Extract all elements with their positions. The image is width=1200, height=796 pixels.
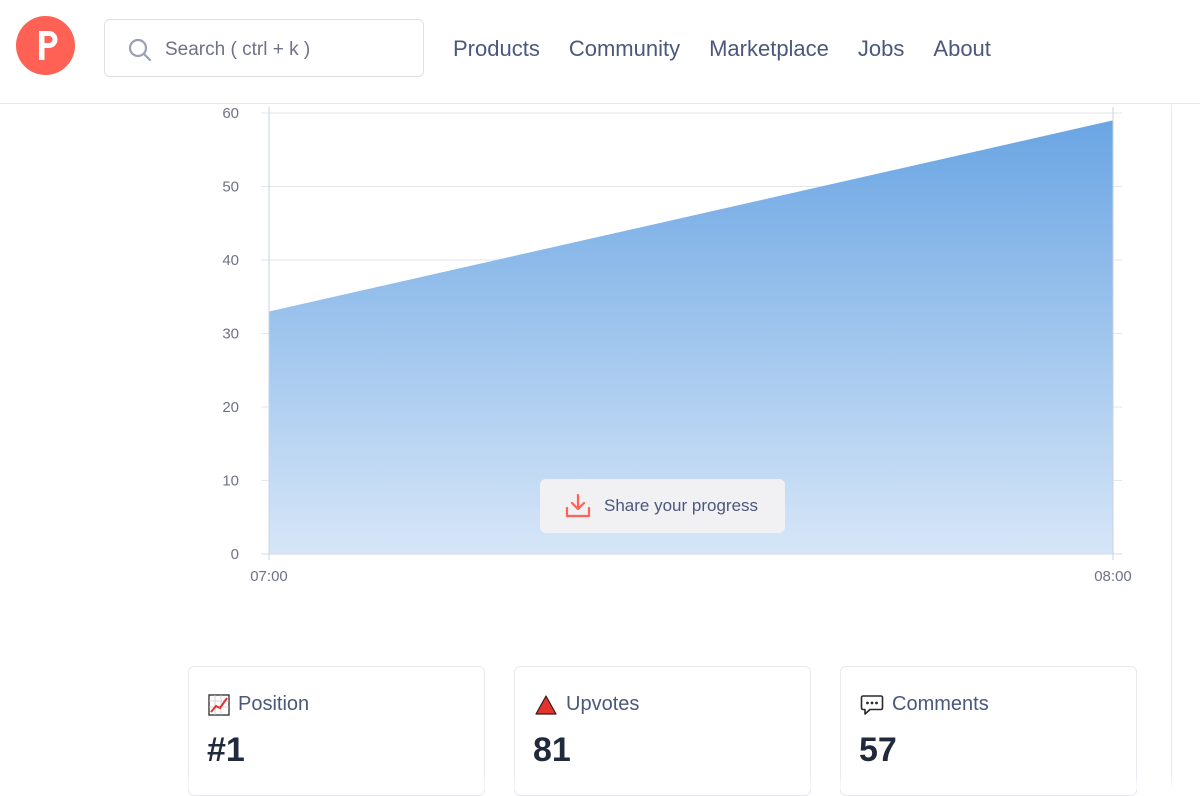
y-tick-label: 10 xyxy=(222,473,239,490)
search-box[interactable] xyxy=(104,19,424,77)
share-progress-button[interactable]: Share your progress xyxy=(540,479,785,533)
logo-p-glyph xyxy=(39,31,58,60)
upvotes-area-chart: 0 10 20 30 40 50 60 07:00 08:00 xyxy=(222,105,1132,585)
stat-card-position: Position #1 xyxy=(188,666,485,796)
nav-products[interactable]: Products xyxy=(453,36,540,61)
x-tick-label: 07:00 xyxy=(250,568,288,585)
stat-value-upvotes: 81 xyxy=(533,731,571,769)
nav-jobs[interactable]: Jobs xyxy=(857,36,905,61)
stat-value-position: #1 xyxy=(207,731,245,769)
nav-marketplace[interactable]: Marketplace xyxy=(709,36,829,61)
y-tick-label: 30 xyxy=(222,326,239,343)
share-progress-label: Share your progress xyxy=(604,496,759,515)
y-tick-label: 40 xyxy=(222,252,239,269)
stat-label-comments: Comments xyxy=(892,693,989,715)
main-nav: Products Community Marketplace Jobs Abou… xyxy=(453,36,991,62)
stat-value-comments: 57 xyxy=(859,731,897,769)
top-header: Products Community Marketplace Jobs Abou… xyxy=(0,0,1200,104)
search-input[interactable] xyxy=(163,34,417,66)
bottom-fade xyxy=(0,775,1200,789)
chart-increasing-icon xyxy=(208,693,230,716)
y-tick-label: 60 xyxy=(222,105,239,122)
comment-bubble-icon xyxy=(860,694,884,716)
y-axis-ticks: 0 10 20 30 40 50 60 xyxy=(222,105,239,563)
right-column-divider xyxy=(1171,105,1172,789)
x-axis-ticks: 07:00 08:00 xyxy=(250,568,1132,585)
nav-community[interactable]: Community xyxy=(568,36,681,61)
stat-label-upvotes: Upvotes xyxy=(566,693,640,715)
area-series xyxy=(269,120,1113,554)
stat-card-upvotes: Upvotes 81 xyxy=(514,666,811,796)
y-tick-label: 0 xyxy=(231,546,239,563)
x-tick-label: 08:00 xyxy=(1094,568,1132,585)
nav-about[interactable]: About xyxy=(933,36,991,61)
download-icon xyxy=(564,492,592,520)
y-tick-label: 20 xyxy=(222,399,239,416)
product-hunt-logo[interactable] xyxy=(16,16,75,75)
chart-axes xyxy=(261,107,1122,560)
stat-label-position: Position xyxy=(238,693,310,715)
y-tick-label: 50 xyxy=(222,179,239,196)
search-icon xyxy=(128,38,152,62)
stat-card-comments: Comments 57 xyxy=(840,666,1137,796)
upvote-triangle-icon xyxy=(534,694,558,716)
